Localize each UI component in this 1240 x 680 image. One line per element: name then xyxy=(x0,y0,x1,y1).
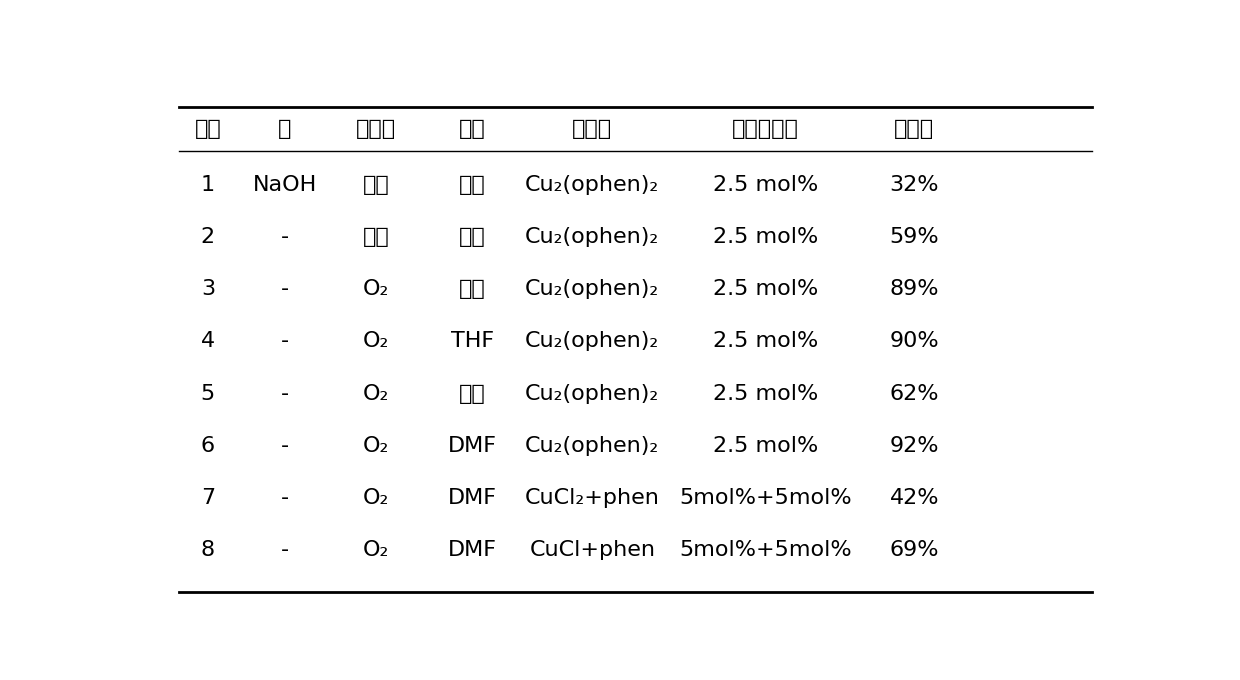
Text: 7: 7 xyxy=(201,488,215,508)
Text: 2.5 mol%: 2.5 mol% xyxy=(713,436,818,456)
Text: 3: 3 xyxy=(201,279,215,299)
Text: Cu₂(ophen)₂: Cu₂(ophen)₂ xyxy=(525,175,660,194)
Text: 空气: 空气 xyxy=(362,175,389,194)
Text: 2.5 mol%: 2.5 mol% xyxy=(713,175,818,194)
Text: 62%: 62% xyxy=(889,384,939,404)
Text: -: - xyxy=(280,488,289,508)
Text: NaOH: NaOH xyxy=(253,175,317,194)
Text: Cu₂(ophen)₂: Cu₂(ophen)₂ xyxy=(525,279,660,299)
Text: 2.5 mol%: 2.5 mol% xyxy=(713,279,818,299)
Text: 59%: 59% xyxy=(889,227,939,247)
Text: 5mol%+5mol%: 5mol%+5mol% xyxy=(680,488,852,508)
Text: 92%: 92% xyxy=(889,436,939,456)
Text: 碱: 碱 xyxy=(278,119,291,139)
Text: 乙腈: 乙腈 xyxy=(459,279,486,299)
Text: 32%: 32% xyxy=(889,175,939,194)
Text: O₂: O₂ xyxy=(363,541,389,560)
Text: 2.5 mol%: 2.5 mol% xyxy=(713,227,818,247)
Text: 90%: 90% xyxy=(889,331,939,352)
Text: 转化率: 转化率 xyxy=(894,119,934,139)
Text: 氧化剂: 氧化剂 xyxy=(356,119,396,139)
Text: Cu₂(ophen)₂: Cu₂(ophen)₂ xyxy=(525,331,660,352)
Text: DMF: DMF xyxy=(448,541,497,560)
Text: 42%: 42% xyxy=(889,488,939,508)
Text: 甲苯: 甲苯 xyxy=(459,384,486,404)
Text: 乙腈: 乙腈 xyxy=(459,175,486,194)
Text: 69%: 69% xyxy=(889,541,939,560)
Text: Cu₂(ophen)₂: Cu₂(ophen)₂ xyxy=(525,384,660,404)
Text: 4: 4 xyxy=(201,331,215,352)
Text: 2.5 mol%: 2.5 mol% xyxy=(713,384,818,404)
Text: -: - xyxy=(280,436,289,456)
Text: 催化剂用量: 催化剂用量 xyxy=(732,119,799,139)
Text: CuCl₂+phen: CuCl₂+phen xyxy=(525,488,660,508)
Text: -: - xyxy=(280,384,289,404)
Text: O₂: O₂ xyxy=(363,436,389,456)
Text: 2: 2 xyxy=(201,227,215,247)
Text: O₂: O₂ xyxy=(363,279,389,299)
Text: -: - xyxy=(280,331,289,352)
Text: Cu₂(ophen)₂: Cu₂(ophen)₂ xyxy=(525,436,660,456)
Text: 催化剂: 催化剂 xyxy=(572,119,613,139)
Text: 6: 6 xyxy=(201,436,215,456)
Text: O₂: O₂ xyxy=(363,331,389,352)
Text: -: - xyxy=(280,541,289,560)
Text: 8: 8 xyxy=(201,541,215,560)
Text: THF: THF xyxy=(450,331,494,352)
Text: 反应: 反应 xyxy=(195,119,221,139)
Text: 2.5 mol%: 2.5 mol% xyxy=(713,331,818,352)
Text: 溶剂: 溶剂 xyxy=(459,119,486,139)
Text: 乙腈: 乙腈 xyxy=(459,227,486,247)
Text: DMF: DMF xyxy=(448,436,497,456)
Text: 空气: 空气 xyxy=(362,227,389,247)
Text: CuCl+phen: CuCl+phen xyxy=(529,541,655,560)
Text: 5: 5 xyxy=(201,384,215,404)
Text: -: - xyxy=(280,227,289,247)
Text: 1: 1 xyxy=(201,175,215,194)
Text: 5mol%+5mol%: 5mol%+5mol% xyxy=(680,541,852,560)
Text: O₂: O₂ xyxy=(363,488,389,508)
Text: Cu₂(ophen)₂: Cu₂(ophen)₂ xyxy=(525,227,660,247)
Text: DMF: DMF xyxy=(448,488,497,508)
Text: 89%: 89% xyxy=(889,279,939,299)
Text: O₂: O₂ xyxy=(363,384,389,404)
Text: -: - xyxy=(280,279,289,299)
